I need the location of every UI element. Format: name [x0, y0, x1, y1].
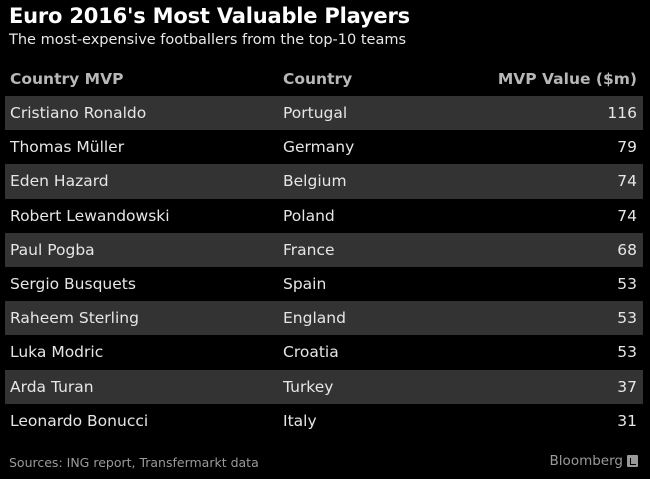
bloomberg-logo-icon — [627, 455, 638, 467]
cell-player: Raheem Sterling — [10, 309, 139, 328]
cell-country: Germany — [283, 138, 355, 157]
chart-title: Euro 2016's Most Valuable Players — [9, 4, 410, 28]
cell-country: England — [283, 309, 346, 328]
cell-player: Robert Lewandowski — [10, 206, 170, 225]
cell-player: Thomas Müller — [10, 138, 125, 157]
cell-value: 53 — [617, 343, 637, 362]
table-row: Thomas Müller Germany 79 — [5, 130, 643, 164]
cell-player: Leonardo Bonucci — [10, 411, 149, 430]
table-body: Cristiano Ronaldo Portugal 116 Thomas Mülle… — [5, 96, 643, 438]
cell-country: Croatia — [283, 343, 339, 362]
cell-player: Eden Hazard — [10, 172, 109, 191]
table-header: Country MVP Country MVP Value ($m) — [5, 62, 643, 96]
cell-country: France — [283, 240, 335, 259]
cell-value: 37 — [617, 377, 637, 396]
table-row: Robert Lewandowski Poland 74 — [5, 199, 643, 233]
column-header-country: Country — [283, 70, 353, 88]
table-row: Sergio Busquets Spain 53 — [5, 267, 643, 301]
source-note: Sources: ING report, Transfermarkt data — [9, 455, 259, 470]
cell-value: 68 — [617, 240, 637, 259]
cell-value: 53 — [617, 275, 637, 294]
cell-country: Portugal — [283, 104, 348, 123]
table-row: Raheem Sterling England 53 — [5, 301, 643, 336]
column-header-mvp: Country MVP — [10, 70, 124, 88]
cell-player: Paul Pogba — [10, 240, 95, 259]
cell-player: Luka Modric — [10, 343, 104, 362]
cell-value: 53 — [617, 309, 637, 328]
brand-logo: Bloomberg — [550, 453, 638, 469]
cell-value: 74 — [617, 172, 637, 191]
table-row: Arda Turan Turkey 37 — [5, 369, 643, 404]
table-row: Luka Modric Croatia 53 — [5, 335, 643, 369]
data-table: Country MVP Country MVP Value ($m) Crist… — [5, 62, 643, 438]
cell-player: Sergio Busquets — [10, 275, 136, 294]
cell-country: Spain — [283, 275, 327, 294]
brand-name: Bloomberg — [549, 453, 623, 469]
chart-subtitle: The most-expensive footballers from the … — [9, 32, 407, 48]
table-row: Eden Hazard Belgium 74 — [5, 164, 643, 199]
table-row: Paul Pogba France 68 — [5, 232, 643, 267]
cell-country: Poland — [283, 206, 335, 225]
table-row: Leonardo Bonucci Italy 31 — [5, 404, 643, 438]
column-header-value: MVP Value ($m) — [497, 70, 637, 88]
table-row: Cristiano Ronaldo Portugal 116 — [5, 96, 643, 131]
cell-country: Belgium — [283, 172, 347, 191]
cell-value: 116 — [607, 104, 637, 123]
cell-country: Turkey — [283, 377, 334, 396]
cell-value: 74 — [617, 206, 637, 225]
cell-country: Italy — [283, 411, 317, 430]
cell-player: Arda Turan — [10, 377, 94, 396]
cell-player: Cristiano Ronaldo — [10, 104, 147, 123]
cell-value: 31 — [617, 411, 637, 430]
cell-value: 79 — [617, 138, 637, 157]
